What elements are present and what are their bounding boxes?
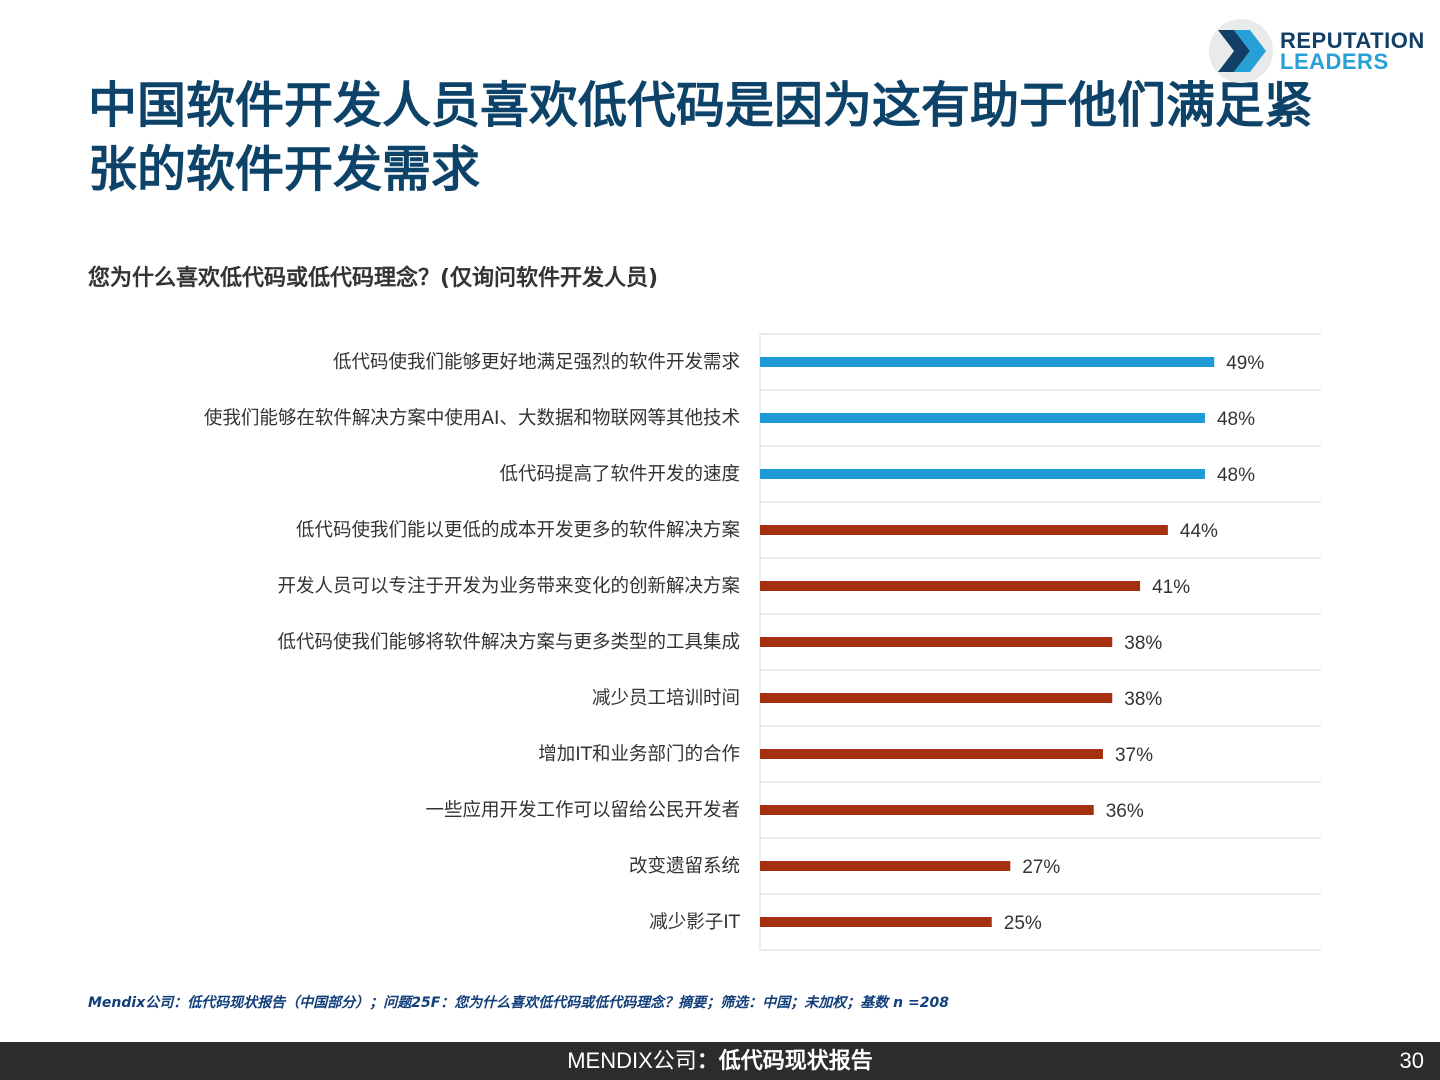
value-label: 38%	[1124, 689, 1162, 710]
bar	[760, 917, 992, 927]
footer-report-name: 低代码现状报告	[718, 1049, 873, 1074]
value-label: 27%	[1022, 857, 1060, 878]
logo-text: REPUTATION LEADERS	[1280, 28, 1425, 74]
chevron-logo-icon	[1209, 19, 1273, 83]
bar	[760, 693, 1113, 703]
bar	[760, 749, 1103, 759]
value-label: 37%	[1115, 745, 1153, 766]
bar	[760, 413, 1205, 423]
footer-title: MENDIX公司：低代码现状报告	[0, 1046, 1440, 1077]
logo-line1: REPUTATION	[1280, 28, 1425, 53]
category-label: 减少影子IT	[649, 912, 740, 933]
bar-chart: 低代码使我们能够更好地满足强烈的软件开发需求 49% 使我们能够在软件解决方案中使用…	[204, 333, 1321, 951]
category-label: 一些应用开发工作可以留给公民开发者	[425, 800, 740, 821]
chart-question: 您为什么喜欢低代码或低代码理念？(仅询问软件开发人员)	[88, 266, 659, 291]
category-label: 开发人员可以专注于开发为业务带来变化的创新解决方案	[277, 576, 740, 597]
value-label: 48%	[1217, 465, 1255, 486]
value-label: 36%	[1106, 801, 1144, 822]
category-label: 低代码使我们能够更好地满足强烈的软件开发需求	[333, 352, 740, 373]
value-label: 38%	[1124, 633, 1162, 654]
logo-line2: LEADERS	[1280, 49, 1389, 74]
category-label: 减少员工培训时间	[592, 688, 740, 709]
category-label: 低代码使我们能够将软件解决方案与更多类型的工具集成	[277, 632, 740, 653]
bar	[760, 637, 1113, 647]
bar	[760, 581, 1141, 591]
category-label: 低代码提高了软件开发的速度	[499, 464, 740, 485]
value-label: 25%	[1004, 913, 1042, 934]
value-label: 49%	[1226, 353, 1264, 374]
category-label: 使我们能够在软件解决方案中使用AI、大数据和物联网等其他技术	[204, 408, 740, 429]
bar	[760, 357, 1215, 367]
category-label: 低代码使我们能以更低的成本开发更多的软件解决方案	[296, 520, 740, 541]
footer-bar: MENDIX公司：低代码现状报告 30	[0, 1042, 1440, 1080]
source-footnote: Mendix公司：低代码现状报告（中国部分）；问题25F：您为什么喜欢低代码或低…	[88, 995, 949, 1011]
bar	[760, 525, 1168, 535]
value-label: 44%	[1180, 521, 1218, 542]
value-label: 48%	[1217, 409, 1255, 430]
bar	[760, 469, 1205, 479]
category-label: 增加IT和业务部门的合作	[538, 744, 740, 765]
value-label: 41%	[1152, 577, 1190, 598]
footer-separator: ：	[696, 1049, 719, 1074]
reputation-leaders-logo: REPUTATION LEADERS	[1208, 18, 1428, 84]
footer-brand: MENDIX公司	[567, 1048, 697, 1073]
page-number: 30	[1399, 1048, 1424, 1073]
category-label: 改变遗留系统	[629, 856, 740, 877]
bar	[760, 805, 1094, 815]
slide-title: 中国软件开发人员喜欢低代码是因为这有助于他们满足紧张的软件开发需求	[88, 77, 1314, 198]
bar	[760, 861, 1011, 871]
